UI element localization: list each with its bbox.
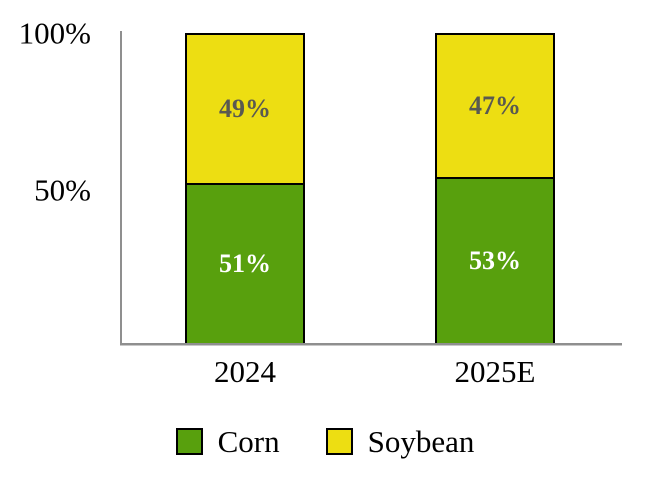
x-axis-label-2024: 2024 <box>214 354 276 389</box>
legend-item-corn: Corn <box>175 423 280 459</box>
bar-2025e-soybean-value-label: 47% <box>469 90 521 120</box>
bar-2025e-soybean-segment: 47% <box>435 33 555 179</box>
legend-item-soybean: Soybean <box>325 423 475 459</box>
bar-2024: 49% 51% <box>185 33 305 343</box>
y-axis-tick-100: 100% <box>18 15 91 51</box>
legend: Corn Soybean <box>0 424 650 458</box>
bar-2024-corn-value-label: 51% <box>219 248 271 278</box>
bar-2025e: 47% 53% <box>435 33 555 343</box>
bar-2024-soybean-value-label: 49% <box>219 93 271 123</box>
corn-swatch-icon <box>175 427 203 455</box>
bar-2025e-corn-segment: 53% <box>435 178 555 343</box>
bar-2025e-corn-value-label: 53% <box>469 245 521 275</box>
y-axis-tick-50: 50% <box>34 172 91 208</box>
legend-label-corn: Corn <box>217 423 280 459</box>
x-axis-label-2025e: 2025E <box>454 354 536 389</box>
y-axis-line <box>120 31 122 343</box>
bar-2024-soybean-segment: 49% <box>185 33 305 185</box>
x-axis-line <box>120 343 622 346</box>
bar-2024-corn-segment: 51% <box>185 184 305 343</box>
legend-label-soybean: Soybean <box>367 423 475 459</box>
soybean-swatch-icon <box>325 427 353 455</box>
